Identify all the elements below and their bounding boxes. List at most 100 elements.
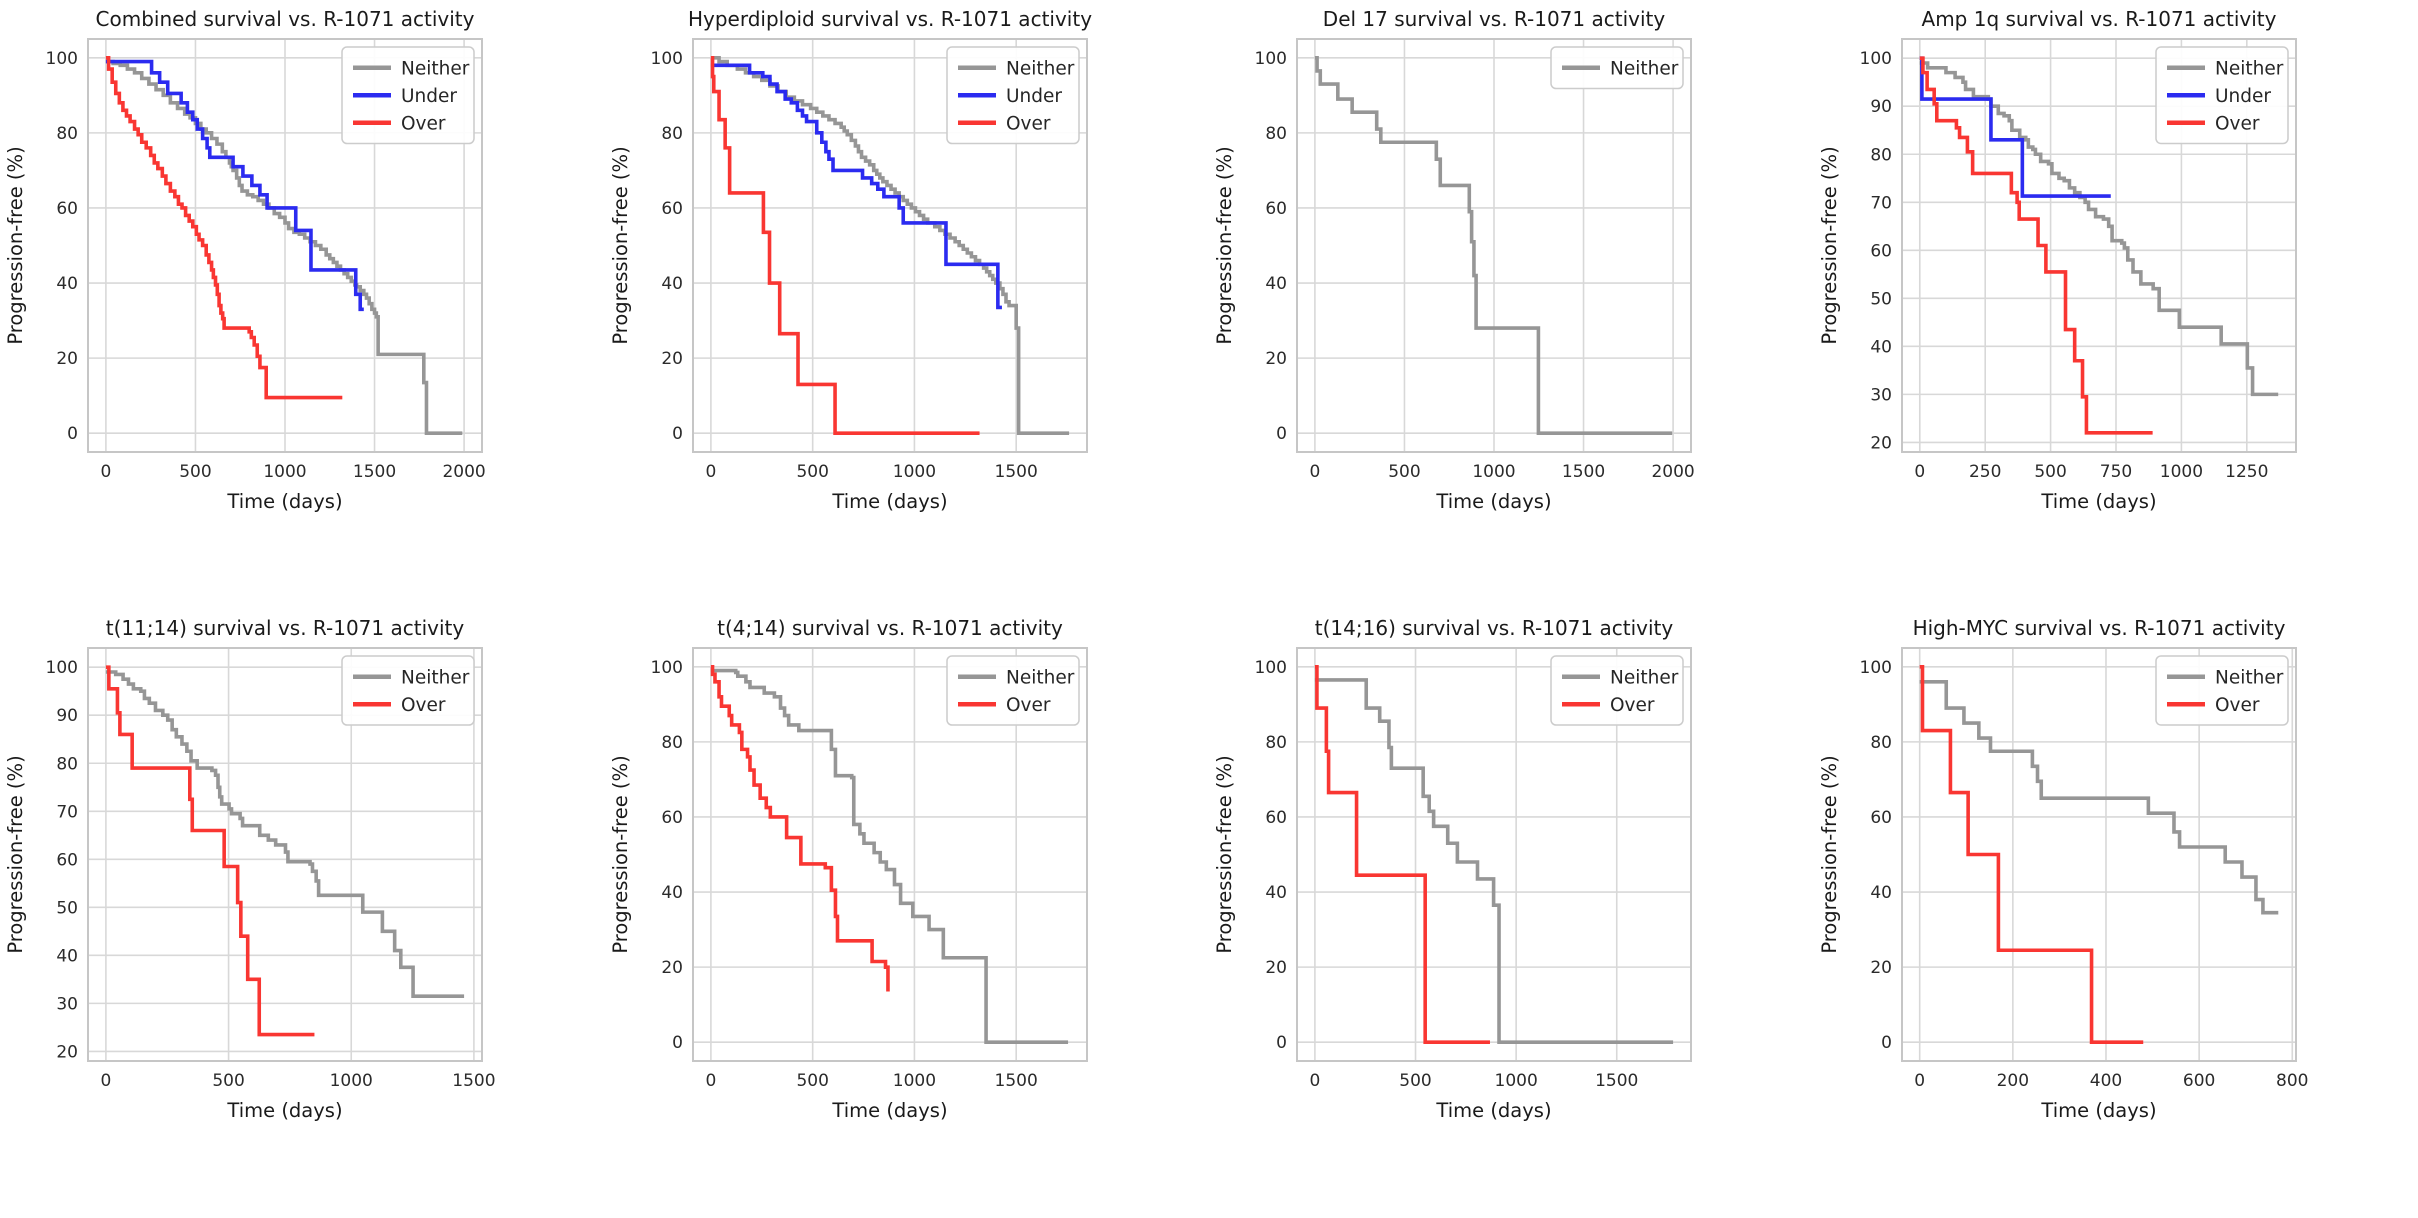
plot-title: t(4;14) survival vs. R-1071 activity: [717, 616, 1063, 640]
y-tick-label: 20: [56, 1042, 78, 1062]
subplot-t14-16: 0 500 1000 1500 0 20 40 60 80 100 t(14;16) surviva…: [1209, 609, 1814, 1218]
x-tick-label: 0: [1309, 1071, 1320, 1091]
subplot-amp1q-canvas: 0 250 500 750 1000 1250 20 30 40 50 60 70 80 90 100 Amp…: [1813, 0, 2418, 609]
y-tick-label: 40: [1870, 883, 1892, 903]
y-tick-label: 30: [1870, 385, 1892, 405]
y-axis-label: Progression-free (%): [4, 146, 27, 344]
y-tick-label: 100: [1859, 658, 1891, 678]
y-tick-label: 0: [672, 424, 683, 444]
y-tick-label: 100: [1859, 49, 1891, 69]
y-tick-label: 100: [650, 658, 682, 678]
km-curve-neither: [105, 670, 465, 998]
legend-box: [945, 655, 1080, 726]
axes-frame: [87, 647, 483, 1062]
y-tick-label: 80: [1870, 145, 1892, 165]
subplot-del17: 0 500 1000 1500 2000 0 20 40 60 80 100 Del 17 survi…: [1209, 0, 1814, 609]
km-curve-over: [105, 665, 315, 1037]
y-axis-label: Progression-free (%): [1818, 146, 1841, 344]
x-axis-label: Time (days): [226, 490, 342, 513]
subplot-t4-14-canvas: 0 500 1000 1500 0 20 40 60 80 100 t(4;14) survival…: [604, 609, 1209, 1218]
x-tick-label: 1500: [994, 462, 1037, 482]
x-tick-label: 500: [179, 462, 211, 482]
km-curve-over: [710, 664, 890, 992]
x-tick-label: 200: [1996, 1071, 2028, 1091]
x-axis-label: Time (days): [226, 1099, 342, 1122]
y-tick-label: 80: [56, 124, 78, 144]
x-tick-label: 600: [2182, 1071, 2214, 1091]
y-tick-label: 100: [650, 49, 682, 69]
x-tick-label: 0: [1914, 462, 1925, 482]
x-tick-label: 1500: [452, 1071, 495, 1091]
km-curve-over: [1314, 664, 1490, 1045]
subplot-combined-canvas: 0 500 1000 1500 2000 0 20 40 60 80 100 Combined sur…: [0, 0, 605, 609]
legend-label-neither: Neither: [1006, 667, 1075, 688]
x-tick-label: 1000: [1495, 1071, 1538, 1091]
legend-label-over: Over: [1006, 695, 1051, 716]
y-tick-label: 0: [1881, 1033, 1892, 1053]
y-tick-label: 80: [1265, 124, 1287, 144]
subplot-t11-14: 0 500 1000 1500 20 30 40 50 60 70 80 90 100 t(11;14) …: [0, 609, 605, 1218]
legend: Neither: [1550, 46, 1684, 90]
y-tick-label: 100: [1255, 658, 1287, 678]
legend-label-under: Under: [2215, 86, 2271, 107]
y-tick-label: 90: [56, 706, 78, 726]
legend-label-under: Under: [1006, 86, 1062, 107]
subplot-high-myc-canvas: 0 200 400 600 800 0 20 40 60 80 100 High-MYC surviv…: [1813, 609, 2418, 1218]
km-curve-neither: [1314, 55, 1673, 436]
plot-title: Hyperdiploid survival vs. R-1071 activit…: [687, 7, 1091, 31]
y-tick-label: 20: [661, 958, 683, 978]
x-axis-label: Time (days): [831, 490, 947, 513]
y-tick-label: 50: [56, 898, 78, 918]
legend-box: [341, 46, 475, 145]
x-tick-label: 1000: [1472, 462, 1515, 482]
axes-frame: [87, 38, 483, 453]
plot-title: t(11;14) survival vs. R-1071 activity: [106, 616, 465, 640]
km-curve-over: [710, 55, 980, 436]
y-tick-label: 20: [1870, 958, 1892, 978]
km-curve-neither: [710, 55, 1069, 436]
x-tick-label: 2000: [1651, 462, 1694, 482]
x-axis-label: Time (days): [1435, 490, 1551, 513]
y-tick-label: 40: [1265, 274, 1287, 294]
x-tick-label: 1000: [892, 462, 935, 482]
legend-label-over: Over: [401, 113, 446, 134]
legend-box: [945, 46, 1080, 145]
x-tick-label: 1250: [2225, 462, 2268, 482]
legend-label-over: Over: [2215, 113, 2260, 134]
y-tick-label: 80: [1870, 733, 1892, 753]
plot-title: t(14;16) survival vs. R-1071 activity: [1315, 616, 1674, 640]
x-tick-label: 0: [705, 462, 716, 482]
y-tick-label: 60: [1265, 199, 1287, 219]
subplot-hyperdiploid: 0 500 1000 1500 0 20 40 60 80 100 Hyperdiploid sur…: [604, 0, 1209, 609]
legend-label-over: Over: [1006, 113, 1051, 134]
x-tick-label: 1000: [2159, 462, 2202, 482]
plot-title: Combined survival vs. R-1071 activity: [96, 7, 475, 31]
x-tick-label: 1500: [994, 1071, 1037, 1091]
x-tick-label: 250: [1968, 462, 2000, 482]
y-tick-label: 40: [56, 946, 78, 966]
x-tick-label: 500: [796, 1071, 828, 1091]
x-tick-label: 1500: [1562, 462, 1605, 482]
y-tick-label: 0: [672, 1033, 683, 1053]
x-tick-label: 0: [100, 1071, 111, 1091]
legend-label-neither: Neither: [401, 58, 470, 79]
legend: Neither Under Over: [2154, 46, 2289, 145]
x-axis-label: Time (days): [2040, 1099, 2156, 1122]
y-axis-label: Progression-free (%): [4, 755, 27, 953]
x-tick-label: 2000: [442, 462, 485, 482]
y-tick-label: 20: [661, 349, 683, 369]
axes-frame: [1296, 38, 1692, 453]
y-tick-label: 100: [46, 49, 78, 69]
y-tick-label: 0: [1276, 424, 1287, 444]
y-tick-label: 60: [1870, 241, 1892, 261]
x-axis-label: Time (days): [1435, 1099, 1551, 1122]
y-tick-label: 30: [56, 994, 78, 1014]
subplot-amp1q: 0 250 500 750 1000 1250 20 30 40 50 60 70 80 90 100 Amp…: [1813, 0, 2418, 609]
legend-label-under: Under: [401, 86, 457, 107]
y-tick-label: 20: [56, 349, 78, 369]
x-tick-label: 500: [2034, 462, 2066, 482]
legend-label-neither: Neither: [1006, 58, 1075, 79]
legend-box: [1550, 655, 1684, 726]
y-tick-label: 40: [661, 883, 683, 903]
